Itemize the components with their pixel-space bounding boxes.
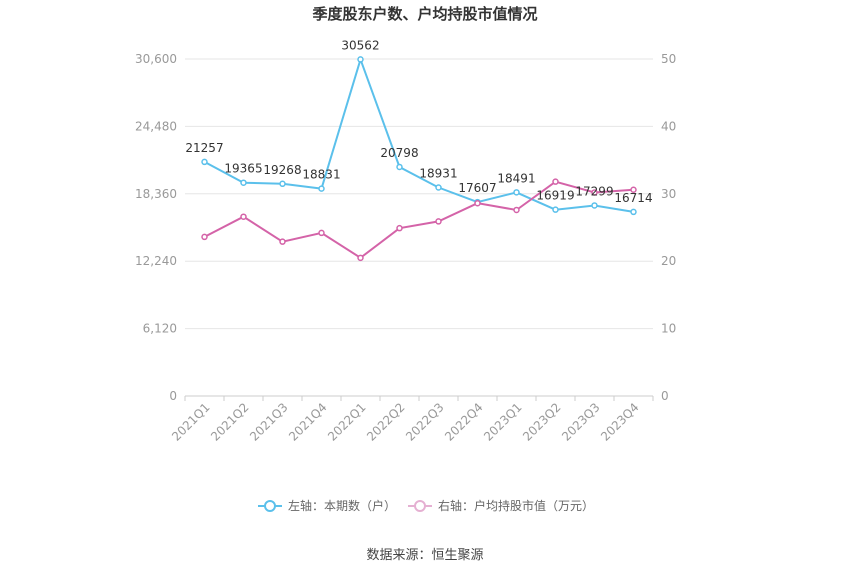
data-point[interactable]: [279, 238, 286, 245]
right-axis-tick-label: 50: [661, 52, 676, 66]
left-axis-tick-label: 0: [169, 389, 177, 403]
data-point[interactable]: [630, 208, 637, 216]
legend-marker: [414, 500, 426, 512]
chart-title: 季度股东户数、户均持股市值情况: [312, 5, 537, 23]
data-point[interactable]: [630, 186, 637, 194]
data-point[interactable]: [279, 180, 286, 188]
left-axis-tick-label: 6,120: [143, 322, 177, 336]
x-axis-tick-label: 2023Q1: [481, 400, 525, 444]
data-point[interactable]: [435, 218, 442, 225]
x-axis-tick-label: 2021Q2: [208, 400, 252, 444]
data-label: 20798: [380, 146, 418, 160]
data-label: 19268: [263, 163, 301, 177]
data-label: 16714: [614, 191, 652, 205]
data-point[interactable]: [513, 189, 520, 196]
x-axis-tick-label: 2021Q1: [169, 400, 213, 444]
legend[interactable]: 左轴：本期数（户） 右轴：户均持股市值（万元）: [258, 498, 594, 513]
right-axis-tick-label: 10: [661, 322, 676, 336]
left-axis-tick-label: 24,480: [135, 119, 177, 133]
data-label: 16919: [536, 189, 574, 203]
x-axis-tick-label: 2022Q2: [364, 400, 408, 444]
left-axis-tick-label: 30,600: [135, 52, 177, 66]
data-point[interactable]: [318, 229, 325, 237]
data-point[interactable]: [474, 199, 481, 207]
series-line-1: [204, 180, 634, 260]
data-label: 18931: [419, 167, 457, 181]
data-point[interactable]: [240, 213, 247, 220]
data-point[interactable]: [357, 254, 364, 262]
data-label: 18831: [302, 168, 340, 182]
left-axis-tick-label: 18,360: [135, 187, 177, 201]
x-axis-tick-label: 2021Q3: [247, 400, 291, 444]
legend-marker: [264, 500, 276, 512]
data-point[interactable]: [357, 56, 364, 63]
x-axis-tick-label: 2022Q4: [442, 400, 486, 444]
data-label: 21257: [185, 141, 223, 155]
data-point[interactable]: [513, 206, 520, 214]
data-point[interactable]: [591, 202, 598, 209]
right-axis-tick-label: 0: [661, 389, 669, 403]
series-layer: [201, 56, 637, 262]
data-label: 19365: [224, 162, 262, 176]
data-point[interactable]: [552, 206, 559, 213]
right-axis-tick-label: 40: [661, 119, 676, 133]
x-axis-tick-label: 2022Q3: [403, 400, 447, 444]
data-point[interactable]: [201, 158, 208, 166]
x-axis-tick-label: 2023Q2: [520, 400, 564, 444]
legend-item-0[interactable]: 左轴：本期数（户）: [258, 498, 396, 513]
data-label: 17607: [458, 181, 496, 195]
right-axis-tick-label: 20: [661, 254, 676, 268]
x-axis-tick-label: 2023Q3: [559, 400, 603, 444]
axes: 0 6,120 12,240 18,360 24,480 30,600 0 10 20 30 40 5…: [135, 52, 676, 444]
x-axis-tick-label: 2021Q4: [286, 400, 330, 444]
data-point[interactable]: [240, 179, 247, 186]
data-point[interactable]: [318, 185, 325, 192]
data-label: 18491: [497, 171, 535, 185]
series-line-0: [204, 56, 634, 213]
data-point[interactable]: [591, 189, 598, 196]
right-axis-tick-label: 30: [661, 187, 676, 201]
left-axis-tick-label: 12,240: [135, 254, 177, 268]
data-point[interactable]: [552, 178, 559, 185]
data-point[interactable]: [396, 163, 403, 171]
data-point[interactable]: [435, 184, 442, 191]
data-point[interactable]: [201, 233, 208, 241]
data-label: 17299: [575, 184, 613, 198]
source-note: 数据来源：恒生聚源: [366, 548, 483, 563]
x-axis-tick-label: 2023Q4: [598, 400, 642, 444]
data-point[interactable]: [396, 224, 403, 232]
x-axis-tick-label: 2022Q1: [325, 400, 369, 444]
grid: [185, 58, 653, 330]
legend-label: 左轴：本期数（户）: [288, 498, 396, 513]
legend-item-1[interactable]: 右轴：户均持股市值（万元）: [408, 498, 594, 513]
data-label: 30562: [341, 38, 379, 52]
legend-label: 右轴：户均持股市值（万元）: [438, 498, 594, 513]
